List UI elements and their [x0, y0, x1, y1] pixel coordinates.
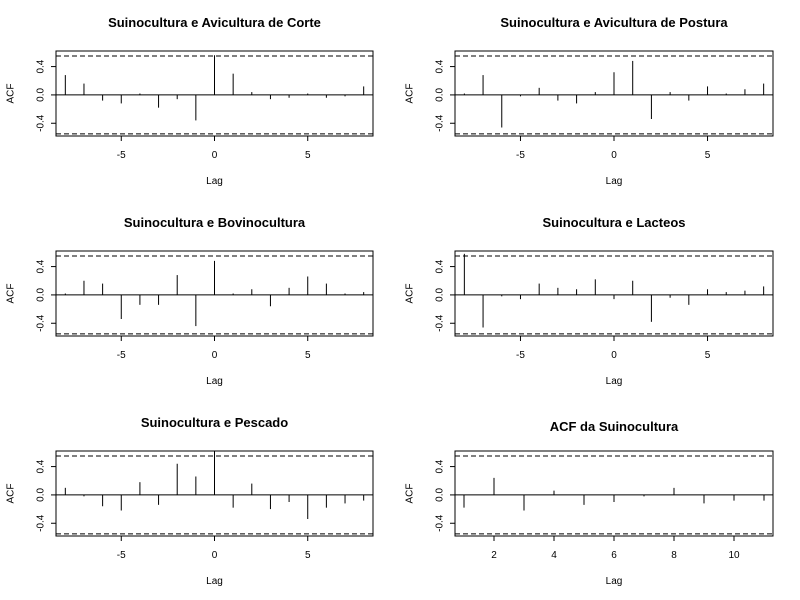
- x-axis-label-5: Lag: [606, 576, 623, 587]
- x-tick-label-0-1: 0: [212, 150, 218, 161]
- x-tick-label-2-0: -5: [117, 350, 126, 361]
- y-axis-label-4: ACF: [6, 484, 17, 504]
- x-tick-label-1-1: 0: [611, 150, 617, 161]
- x-tick-label-5-2: 6: [611, 550, 617, 561]
- x-tick-label-3-1: 0: [611, 350, 617, 361]
- chart-title-3: Suinocultura e Lacteos: [542, 215, 685, 230]
- x-tick-label-5-4: 10: [728, 550, 740, 561]
- chart-title-1: Suinocultura e Avicultura de Postura: [500, 15, 728, 30]
- y-tick-label-1-1: 0.0: [435, 88, 446, 102]
- y-tick-label-0-1: 0.0: [36, 88, 47, 102]
- y-tick-label-4-1: 0.0: [36, 488, 47, 502]
- chart-title-5: ACF da Suinocultura: [550, 419, 679, 434]
- y-tick-label-5-0: -0.4: [435, 514, 446, 532]
- y-axis-label-2: ACF: [6, 284, 17, 304]
- y-tick-label-1-0: -0.4: [435, 114, 446, 132]
- plot-frame-3: [454, 250, 774, 337]
- y-tick-label-3-0: -0.4: [435, 314, 446, 332]
- x-tick-label-0-2: 5: [305, 150, 311, 161]
- chart-title-0: Suinocultura e Avicultura de Corte: [108, 15, 321, 30]
- x-axis-label-3: Lag: [606, 376, 623, 387]
- x-axis-label-0: Lag: [206, 176, 223, 187]
- x-axis-label-4: Lag: [206, 576, 223, 587]
- plot-frame-5: [454, 450, 774, 537]
- x-tick-label-5-0: 2: [491, 550, 497, 561]
- x-tick-label-1-2: 5: [705, 150, 711, 161]
- y-tick-label-5-1: 0.0: [435, 488, 446, 502]
- x-tick-label-3-0: -5: [516, 350, 525, 361]
- x-tick-label-3-2: 5: [705, 350, 711, 361]
- y-axis-label-0: ACF: [6, 84, 17, 104]
- y-tick-label-5-2: 0.4: [435, 459, 446, 473]
- y-axis-label-1: ACF: [405, 84, 416, 104]
- x-axis-label-2: Lag: [206, 376, 223, 387]
- x-tick-label-5-3: 8: [671, 550, 677, 561]
- x-tick-label-1-0: -5: [516, 150, 525, 161]
- x-tick-label-5-1: 4: [551, 550, 557, 561]
- chart-title-4: Suinocultura e Pescado: [141, 415, 288, 430]
- x-tick-label-4-0: -5: [117, 550, 126, 561]
- x-tick-label-0-0: -5: [117, 150, 126, 161]
- y-tick-label-3-2: 0.4: [435, 259, 446, 273]
- y-tick-label-4-2: 0.4: [36, 459, 47, 473]
- x-tick-label-4-1: 0: [212, 550, 218, 561]
- y-tick-label-0-0: -0.4: [36, 114, 47, 132]
- y-axis-label-5: ACF: [405, 484, 416, 504]
- y-tick-label-2-0: -0.4: [36, 314, 47, 332]
- y-tick-label-4-0: -0.4: [36, 514, 47, 532]
- x-tick-label-4-2: 5: [305, 550, 311, 561]
- chart-title-2: Suinocultura e Bovinocultura: [124, 215, 306, 230]
- x-tick-label-2-2: 5: [305, 350, 311, 361]
- y-tick-label-1-2: 0.4: [435, 59, 446, 73]
- x-axis-label-1: Lag: [606, 176, 623, 187]
- y-tick-label-3-1: 0.0: [435, 288, 446, 302]
- y-axis-label-3: ACF: [405, 284, 416, 304]
- x-tick-label-2-1: 0: [212, 350, 218, 361]
- y-tick-label-2-2: 0.4: [36, 259, 47, 273]
- y-tick-label-2-1: 0.0: [36, 288, 47, 302]
- y-tick-label-0-2: 0.4: [36, 59, 47, 73]
